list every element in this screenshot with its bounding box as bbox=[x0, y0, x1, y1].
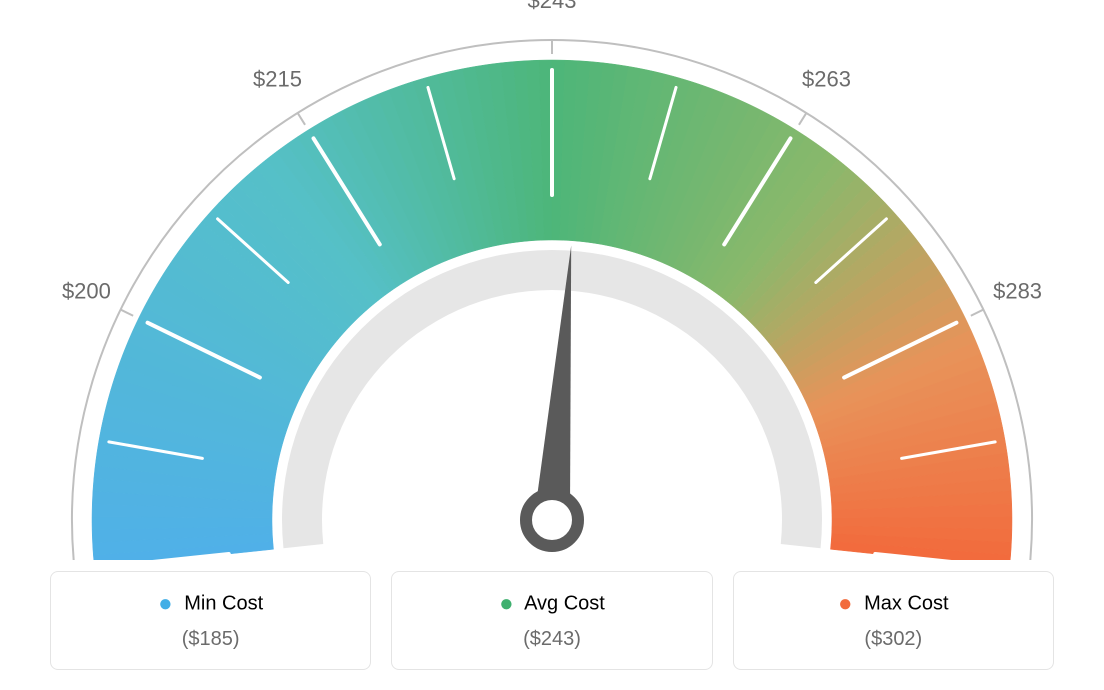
legend-value: ($185) bbox=[61, 628, 360, 651]
legend-label: Avg Cost bbox=[524, 592, 605, 614]
svg-text:$215: $215 bbox=[253, 67, 302, 92]
svg-text:$283: $283 bbox=[993, 279, 1042, 304]
svg-text:$243: $243 bbox=[528, 0, 577, 13]
cost-gauge-widget: $185$200$215$243$263$283$302 ● Min Cost … bbox=[0, 0, 1104, 690]
dot-icon: ● bbox=[158, 590, 173, 617]
legend-value: ($302) bbox=[744, 628, 1043, 651]
svg-text:$200: $200 bbox=[62, 279, 111, 304]
legend-value: ($243) bbox=[402, 628, 701, 651]
legend-label: Min Cost bbox=[184, 592, 263, 614]
svg-text:$263: $263 bbox=[802, 67, 851, 92]
legend-card-min: ● Min Cost ($185) bbox=[50, 571, 371, 670]
legend-card-avg: ● Avg Cost ($243) bbox=[391, 571, 712, 670]
legend-title-max: ● Max Cost bbox=[744, 590, 1043, 618]
legend-card-max: ● Max Cost ($302) bbox=[733, 571, 1054, 670]
dot-icon: ● bbox=[838, 590, 853, 617]
legend-title-avg: ● Avg Cost bbox=[402, 590, 701, 618]
dot-icon: ● bbox=[499, 590, 514, 617]
gauge-chart: $185$200$215$243$263$283$302 bbox=[0, 0, 1104, 560]
legend-row: ● Min Cost ($185) ● Avg Cost ($243) ● Ma… bbox=[50, 571, 1054, 670]
legend-label: Max Cost bbox=[864, 592, 948, 614]
legend-title-min: ● Min Cost bbox=[61, 590, 360, 618]
